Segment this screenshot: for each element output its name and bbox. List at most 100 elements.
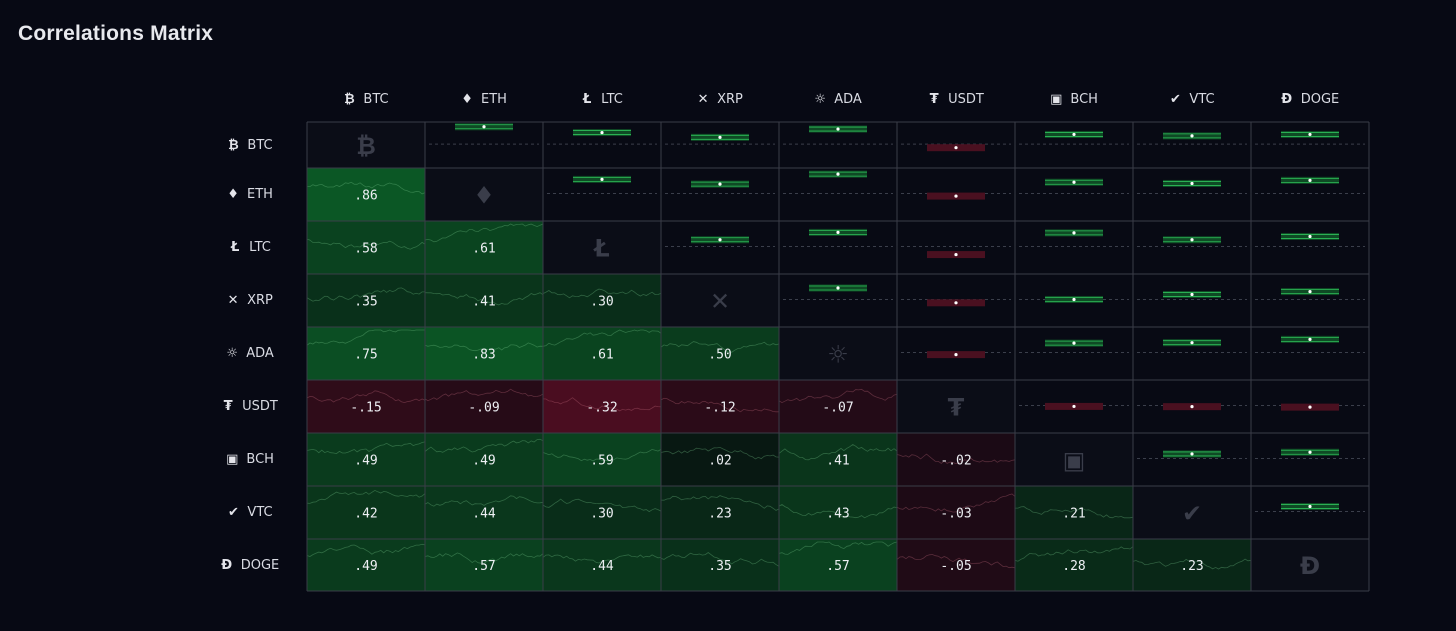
bitcoin-icon: ₿ (344, 92, 355, 107)
correlation-cell (307, 433, 425, 486)
correlation-value: .49 (472, 454, 495, 469)
correlation-value: .83 (472, 348, 495, 363)
litecoin-icon: Ł (582, 91, 592, 107)
correlation-cell (425, 221, 543, 274)
rolling-correlation-line (660, 397, 779, 413)
correlation-bar-cell (1015, 168, 1133, 221)
correlation-cell (543, 486, 661, 539)
column-header-ada: ☼ ADA (779, 86, 897, 112)
rolling-correlation-line (542, 329, 662, 347)
rolling-correlation-line (424, 342, 544, 352)
ethereum-icon: ♦ (227, 187, 239, 202)
rolling-correlation-line (896, 554, 1016, 569)
correlation-value: -.32 (586, 401, 617, 416)
correlation-cell (779, 539, 897, 591)
correlation-marker (1190, 181, 1194, 186)
rolling-correlation-line (424, 552, 544, 564)
diagonal-cell (661, 274, 779, 327)
column-header-usdt: ₮ USDT (897, 86, 1015, 112)
dogecoin-icon: Ð (1281, 91, 1293, 107)
correlation-marker (718, 182, 722, 186)
correlation-bar-cell (1133, 327, 1251, 380)
column-label: XRP (717, 91, 743, 107)
correlation-bar-cell (661, 168, 779, 221)
correlation-marker (718, 135, 722, 139)
vertcoin-icon: ✔ (227, 505, 239, 520)
dogecoin-icon: Ð (1300, 552, 1320, 580)
row-label: LTC (249, 240, 271, 255)
row-label: BCH (246, 452, 274, 467)
diagonal-cell (1133, 486, 1251, 539)
correlation-value: .57 (826, 559, 849, 574)
rolling-correlation-line (542, 288, 662, 299)
correlation-value: .30 (590, 507, 613, 522)
diagonal-cell (543, 221, 661, 274)
correlation-marker (954, 353, 958, 357)
correlation-cell (307, 221, 425, 274)
correlation-value: -.03 (940, 507, 971, 522)
correlation-cell (425, 380, 543, 433)
column-label: LTC (601, 91, 623, 107)
row-label: BTC (247, 137, 273, 153)
correlation-cell (307, 539, 425, 591)
correlation-bar-cell (1133, 274, 1251, 327)
ethereum-icon: ♦ (473, 182, 495, 210)
correlation-value: -.15 (350, 401, 381, 416)
correlation-bar-cell (1133, 122, 1251, 168)
correlation-marker (1308, 234, 1312, 239)
correlation-marker (1308, 337, 1312, 341)
correlation-cell (307, 486, 425, 539)
correlation-marker (600, 130, 604, 135)
rolling-correlation-line (306, 543, 426, 557)
column-header-bch: ▣ BCH (1015, 86, 1133, 112)
rolling-correlation-line (542, 498, 662, 513)
row-header-vtc: ✔ VTC (200, 486, 300, 539)
rolling-correlation-line (542, 448, 662, 462)
row-header-ltc: Ł LTC (200, 221, 300, 274)
correlation-value: .35 (354, 295, 377, 310)
correlation-bar-cell (897, 221, 1015, 274)
correlation-value: .57 (472, 559, 495, 574)
rolling-correlation-line (660, 446, 780, 460)
correlation-bar-cell (1015, 327, 1133, 380)
correlation-cell (307, 274, 425, 327)
correlation-value: .02 (708, 454, 731, 469)
column-header-xrp: ✕ XRP (661, 86, 779, 112)
rolling-correlation-line (896, 493, 1016, 513)
column-header-vtc: ✔ VTC (1133, 86, 1251, 112)
diagonal-cell (1251, 539, 1369, 591)
rolling-correlation-line (306, 441, 426, 455)
column-label: DOGE (1300, 91, 1340, 107)
diagonal-cell (307, 122, 425, 168)
correlation-cell (425, 486, 543, 539)
row-header-usdt: ₮ USDT (200, 380, 300, 433)
rolling-correlation-line (778, 541, 898, 555)
correlation-cell (779, 380, 897, 433)
bitcoin-cash-icon: ▣ (226, 452, 239, 467)
correlation-bar-cell (1251, 122, 1369, 168)
correlation-marker (1308, 132, 1312, 137)
correlation-bar-cell (1251, 168, 1369, 221)
correlation-marker (1308, 178, 1312, 182)
correlation-bar-cell (1251, 274, 1369, 327)
correlation-bar-cell (1251, 433, 1369, 486)
tether-icon: ₮ (929, 91, 939, 107)
correlation-marker (1072, 404, 1076, 409)
correlation-value: .59 (590, 454, 613, 469)
column-label: BTC (363, 91, 389, 107)
rolling-correlation-line (1132, 558, 1252, 570)
correlation-value: -.02 (940, 454, 971, 469)
row-label: USDT (242, 399, 278, 414)
correlation-cell (661, 486, 779, 539)
correlation-value: .58 (354, 242, 377, 257)
correlation-cell (779, 486, 897, 539)
correlation-marker (1190, 238, 1194, 242)
rolling-correlation-line (424, 223, 544, 243)
diagonal-cell (425, 168, 543, 221)
correlation-value: .28 (1062, 559, 1085, 574)
rolling-correlation-line (778, 504, 898, 519)
row-label: ADA (246, 346, 274, 361)
correlation-value: .21 (1062, 507, 1085, 522)
correlation-value: .43 (826, 507, 849, 522)
row-header-bch: ▣ BCH (200, 433, 300, 486)
